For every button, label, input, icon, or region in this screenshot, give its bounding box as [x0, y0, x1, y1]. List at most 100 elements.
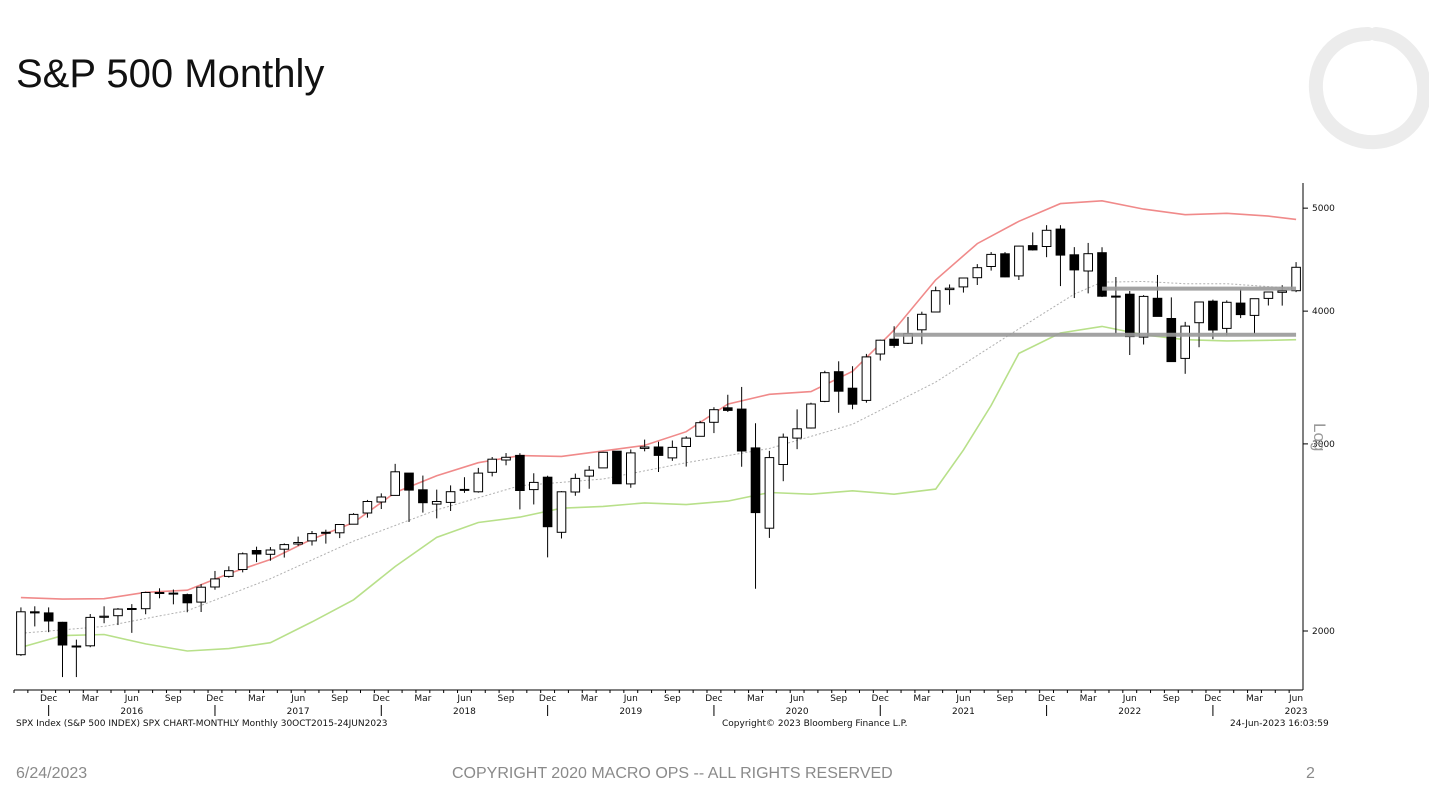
candle-down [1235, 302, 1246, 316]
candle-down [750, 447, 761, 514]
candle-down [404, 472, 414, 491]
x-tick-label: Sep [664, 694, 681, 704]
candle-up [293, 542, 303, 545]
candle-down [1069, 254, 1080, 271]
candle-up [459, 488, 470, 491]
candle-up [930, 290, 941, 313]
x-tick-label: Jun [456, 694, 471, 704]
candle-up [501, 456, 511, 461]
candle-up [99, 615, 109, 618]
x-tick-label: Dec [373, 694, 390, 704]
candle-up [1138, 295, 1149, 338]
x-tick-label: Sep [331, 694, 348, 704]
candle-down [1055, 228, 1066, 256]
candle-up [445, 491, 456, 503]
x-tick-label: Sep [1163, 694, 1180, 704]
candle-up [113, 608, 123, 617]
x-tick-label: Mar [82, 694, 99, 704]
candle-up [917, 313, 927, 331]
candle-up [196, 586, 206, 603]
x-tick-label: Jun [124, 694, 139, 704]
x-tick-label: Mar [1246, 694, 1263, 704]
x-year-label: 2017 [287, 707, 310, 717]
x-year-label: 2016 [120, 707, 143, 717]
candle-down [612, 450, 622, 485]
candle-down [43, 612, 54, 622]
candle-up [709, 409, 719, 423]
enso-logo-icon [1308, 27, 1429, 150]
candle-down [30, 611, 40, 614]
x-tick-label: Dec [872, 694, 889, 704]
x-year-label: 2020 [786, 707, 809, 717]
candle-down [1097, 252, 1107, 297]
candle-down [1152, 297, 1163, 317]
candle-up [1222, 301, 1232, 329]
candle-up [529, 481, 539, 491]
candle-down [542, 476, 553, 528]
candle-up [348, 513, 359, 525]
candle-down [418, 489, 428, 504]
candle-up [764, 457, 775, 529]
x-year-label: 2018 [453, 707, 476, 717]
x-tick-label: Dec [1204, 694, 1221, 704]
candle-down [847, 387, 858, 405]
x-year-label: 2022 [1118, 707, 1141, 717]
x-tick-label: Mar [913, 694, 930, 704]
chart-timestamp-text: 24-Jun-2023 16:03:59 [1230, 719, 1329, 729]
y-tick-label: 4000 [1312, 307, 1335, 317]
candle-up [334, 524, 345, 534]
candle-down [321, 531, 331, 534]
candle-up [140, 592, 151, 610]
page-number: 2 [1306, 765, 1315, 782]
y-tick-label: 3000 [1312, 440, 1335, 450]
candle-down [723, 407, 733, 411]
x-tick-label: Dec [40, 694, 57, 704]
candle-down [154, 592, 165, 594]
lower-band-line [20, 325, 1297, 652]
candle-up [806, 403, 816, 429]
x-tick-label: Jun [1288, 694, 1303, 704]
candle-up [1014, 245, 1024, 277]
candle-up [639, 446, 650, 449]
chart-copyright-text: Copyright© 2023 Bloomberg Finance L.P. [722, 719, 908, 729]
candle-up [1111, 295, 1121, 298]
x-tick-label: Dec [705, 694, 722, 704]
candle-down [127, 608, 137, 610]
x-year-label: 2019 [619, 707, 642, 717]
candle-up [681, 437, 692, 448]
candle-up [820, 372, 830, 402]
candle-up [473, 472, 484, 493]
candle-up [362, 501, 373, 514]
x-tick-label: Jun [623, 694, 638, 704]
candle-down [168, 592, 179, 595]
x-tick-label: Sep [830, 694, 847, 704]
candle-up [1194, 301, 1204, 324]
candle-down [736, 408, 747, 452]
candle-down [889, 338, 899, 346]
candle-up [1041, 229, 1052, 248]
candle-up [1277, 290, 1288, 293]
footer-copyright: COPYRIGHT 2020 MACRO OPS -- ALL RIGHTS R… [452, 765, 893, 782]
candle-up [986, 253, 996, 267]
candle-up [85, 616, 96, 647]
candle-down [1166, 318, 1177, 363]
candle-down [1208, 300, 1218, 331]
x-year-label: 2023 [1285, 707, 1308, 717]
candle-up [875, 339, 886, 355]
candle-down [57, 621, 68, 646]
x-tick-label: Mar [747, 694, 764, 704]
candle-up [861, 356, 872, 401]
footer-date: 6/24/2023 [16, 765, 88, 782]
x-tick-label: Dec [539, 694, 556, 704]
candle-up [944, 287, 955, 291]
x-tick-label: Jun [955, 694, 970, 704]
candle-up [598, 451, 608, 469]
candle-down [653, 446, 664, 456]
candle-up [1180, 325, 1191, 359]
candle-up [210, 578, 220, 588]
candle-up [958, 277, 969, 288]
x-tick-label: Jun [290, 694, 305, 704]
candle-up [556, 491, 567, 533]
scale-label: Log [1310, 423, 1329, 451]
